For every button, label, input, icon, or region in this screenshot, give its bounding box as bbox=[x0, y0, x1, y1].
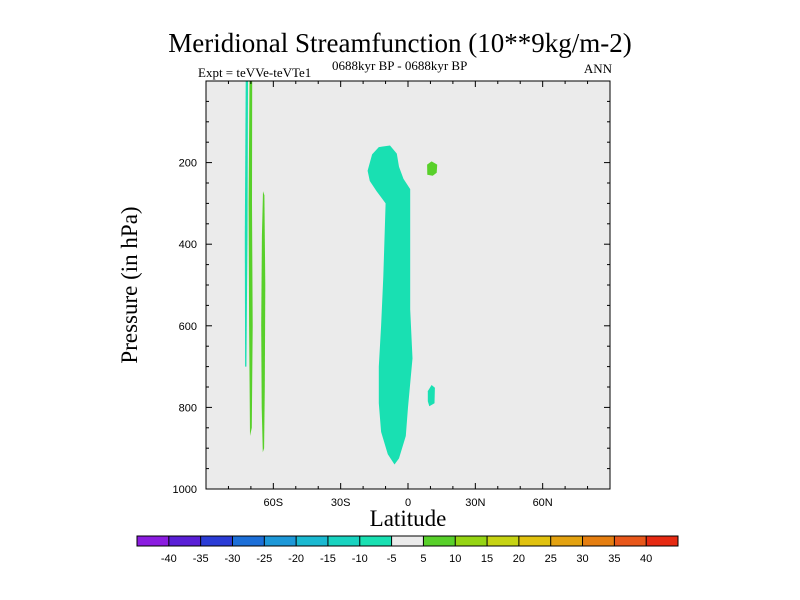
y-tick-label: 400 bbox=[179, 239, 197, 251]
y-tick-label: 200 bbox=[179, 158, 197, 170]
experiment-label: Expt = teVVe-teVTe1 bbox=[198, 65, 312, 80]
x-tick-label: 30S bbox=[331, 497, 351, 509]
season-label: ANN bbox=[583, 61, 612, 76]
x-tick-label: 0 bbox=[405, 497, 411, 509]
x-tick-label: 30N bbox=[465, 497, 485, 509]
y-tick-label: 600 bbox=[179, 321, 197, 333]
y-tick-label: 800 bbox=[179, 402, 197, 414]
y-tick-label: 1000 bbox=[173, 484, 197, 496]
period-label: 0688kyr BP - 0688kyr BP bbox=[332, 58, 468, 73]
contour-region-northern-positive-blob bbox=[427, 161, 438, 176]
contour-region-southern-negative-strip bbox=[244, 81, 248, 367]
contour-region-equatorial-negative-cell bbox=[367, 145, 413, 465]
y-axis-label: Pressure (in hPa) bbox=[117, 206, 142, 364]
contour-region-northern-negative-blob bbox=[427, 385, 435, 407]
chart-title: Meridional Streamfunction (10**9kg/m-2) bbox=[168, 28, 632, 58]
x-axis-label: Latitude bbox=[369, 506, 447, 531]
x-tick-label: 60N bbox=[533, 497, 553, 509]
contour-region-southern-positive-strip-a bbox=[248, 81, 253, 436]
x-tick-label: 60S bbox=[264, 497, 284, 509]
contour-region-southern-positive-strip-b bbox=[261, 191, 266, 453]
